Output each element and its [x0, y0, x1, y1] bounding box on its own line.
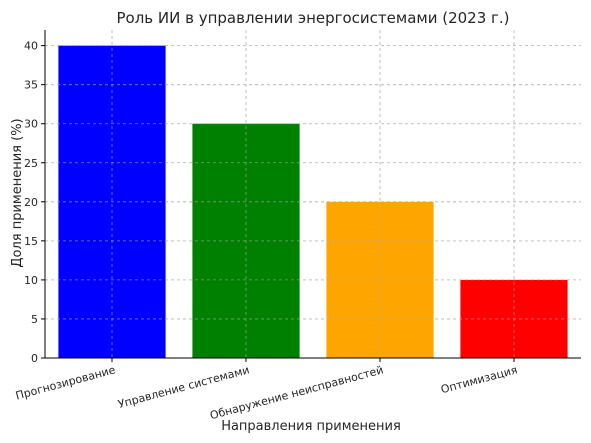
y-tick-label: 15	[24, 235, 38, 248]
chart-title: Роль ИИ в управлении энергосистемами (20…	[116, 9, 509, 27]
y-tick-label: 40	[24, 40, 38, 53]
y-tick-label: 10	[24, 274, 38, 287]
x-tick-label: Прогнозирование	[14, 363, 117, 402]
x-axis-ticks: Прогнозирование Управление системамиОбнар…	[14, 358, 519, 422]
y-axis-ticks: 0 5 10 15 20 25 30 35 40	[24, 40, 45, 365]
y-tick-label: 25	[24, 157, 38, 170]
y-tick-label: 0	[31, 352, 38, 365]
y-tick-label: 5	[31, 313, 38, 326]
bars	[45, 30, 581, 359]
x-tick-label: Оптимизация	[439, 363, 518, 396]
y-tick-label: 30	[24, 118, 38, 131]
x-axis-label: Направления применения	[221, 419, 401, 434]
y-tick-label: 35	[24, 79, 38, 92]
y-tick-label: 20	[24, 196, 38, 209]
y-axis-label: Доля применения (%)	[10, 118, 25, 267]
